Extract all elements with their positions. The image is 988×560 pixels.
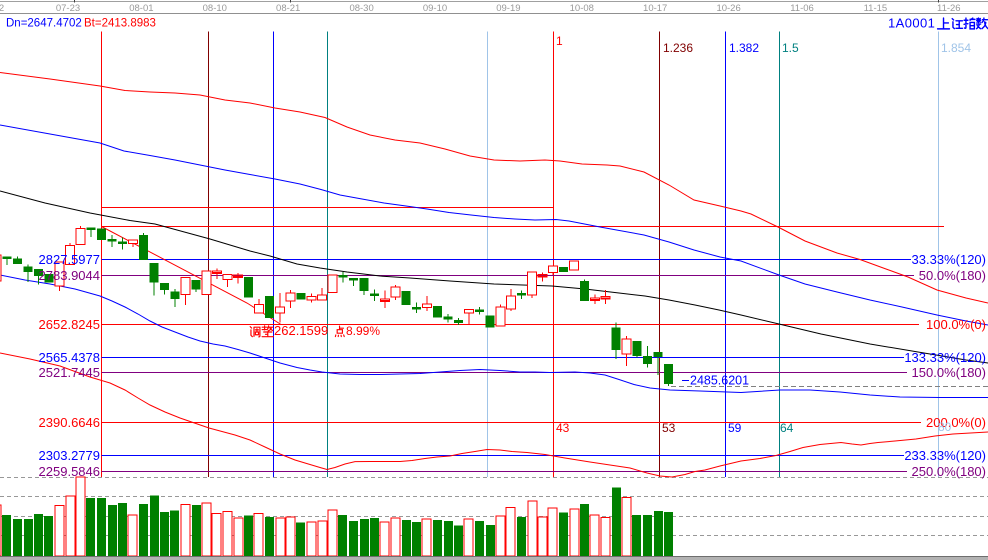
svg-text:200.0%(0): 200.0%(0) xyxy=(926,415,986,430)
svg-text:2259.5846: 2259.5846 xyxy=(39,464,100,479)
svg-text:2303.2779: 2303.2779 xyxy=(39,448,100,463)
svg-text:07-23: 07-23 xyxy=(56,3,80,14)
svg-text:33.33%(120): 33.33%(120) xyxy=(912,252,986,267)
svg-text:2390.6646: 2390.6646 xyxy=(39,415,100,430)
svg-text:2565.4378: 2565.4378 xyxy=(39,350,100,365)
svg-text:1: 1 xyxy=(556,34,563,48)
svg-text:43: 43 xyxy=(556,421,570,435)
svg-text:53: 53 xyxy=(662,421,676,435)
svg-text:1A0001: 1A0001 xyxy=(888,16,935,31)
svg-text:1.382: 1.382 xyxy=(729,41,759,55)
svg-text:08-30: 08-30 xyxy=(349,3,373,14)
svg-text:1.5: 1.5 xyxy=(782,41,799,55)
svg-text:150.0%(180): 150.0%(180) xyxy=(912,365,986,380)
svg-text:10-17: 10-17 xyxy=(643,3,667,14)
svg-text:64: 64 xyxy=(780,421,794,435)
svg-text:100.0%(0): 100.0%(0) xyxy=(926,317,986,332)
svg-text:11-15: 11-15 xyxy=(864,3,888,14)
svg-text:09-10: 09-10 xyxy=(423,3,447,14)
svg-text:233.33%(120): 233.33%(120) xyxy=(904,448,986,463)
svg-text:8.99%: 8.99% xyxy=(346,324,380,338)
svg-text:Bt=2413.8983: Bt=2413.8983 xyxy=(84,18,156,30)
svg-text:2485.6201: 2485.6201 xyxy=(690,374,749,388)
svg-text:59: 59 xyxy=(728,421,742,435)
svg-text:10-08: 10-08 xyxy=(570,3,594,14)
svg-text:11-26: 11-26 xyxy=(937,3,961,14)
svg-text:2827.5977: 2827.5977 xyxy=(39,252,100,267)
svg-text:2521.7445: 2521.7445 xyxy=(39,365,100,380)
svg-text:2: 2 xyxy=(0,3,4,14)
svg-text:262.1599: 262.1599 xyxy=(274,323,328,338)
svg-text:1.236: 1.236 xyxy=(663,41,693,55)
svg-text:2783.9044: 2783.9044 xyxy=(39,268,100,283)
svg-text:50.0%(180): 50.0%(180) xyxy=(919,268,986,283)
svg-text:08-01: 08-01 xyxy=(129,3,153,14)
svg-text:08-21: 08-21 xyxy=(276,3,300,14)
svg-text:80: 80 xyxy=(938,420,952,434)
svg-text:1.854: 1.854 xyxy=(941,41,971,55)
svg-text:2652.8245: 2652.8245 xyxy=(39,317,100,332)
svg-text:10-26: 10-26 xyxy=(716,3,740,14)
svg-text:Dn=2647.4702: Dn=2647.4702 xyxy=(6,18,82,30)
svg-text:08-10: 08-10 xyxy=(203,3,227,14)
svg-text:11-06: 11-06 xyxy=(790,3,814,14)
svg-text:09-19: 09-19 xyxy=(496,3,520,14)
svg-text:250.0%(180): 250.0%(180) xyxy=(912,464,986,479)
svg-text:133.33%(120): 133.33%(120) xyxy=(904,350,986,365)
